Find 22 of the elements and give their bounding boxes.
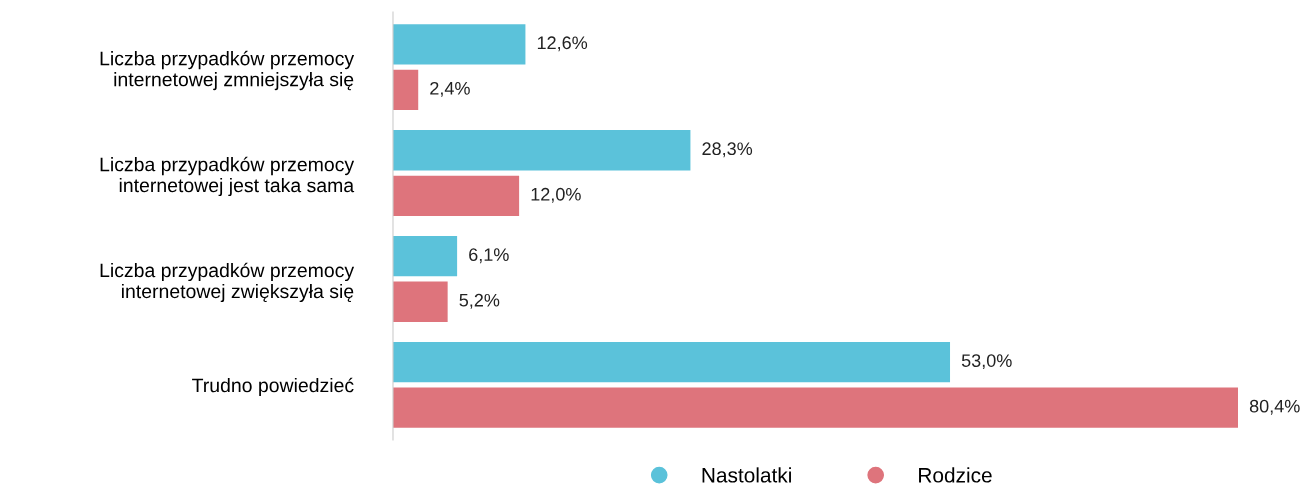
bar [393,342,951,383]
bar [393,24,526,65]
bar [393,175,520,216]
data-label: 53,0% [961,354,1012,370]
legend-label: Nastolatki [702,467,791,483]
data-label: 12,6% [537,36,588,52]
bar [393,281,448,322]
bar [393,130,691,171]
bar [393,387,1238,428]
y-tick-label: Liczba przypadków przemocy internetowej jest taka sama [100,156,355,197]
y-tick-label: Trudno powiedzieć [192,377,354,397]
y-tick-label: Liczba przypadków przemocy internetowej zwiększyła się [100,262,355,303]
data-label: 6,1% [469,248,509,264]
data-label: 5,2% [459,293,500,309]
y-tick-label: Liczba przypadków przemocy internetowej zmniejszyła się [100,50,355,91]
legend-label: Rodzice [919,467,992,483]
bar [393,236,458,277]
data-label: 2,4% [430,81,470,97]
bar [393,69,419,110]
data-label: 80,4% [1249,399,1300,415]
data-label: 12,0% [531,187,581,203]
data-label: 28,3% [702,142,753,158]
